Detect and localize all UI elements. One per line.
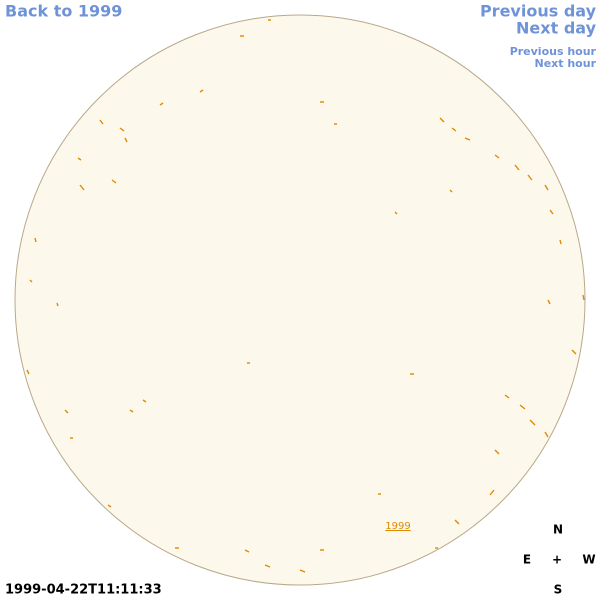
solar-disk (14, 14, 586, 586)
compass-center: + (552, 553, 562, 567)
back-link[interactable]: Back to 1999 (5, 2, 122, 21)
year-link[interactable]: 1999 (385, 521, 410, 532)
timestamp: 1999-04-22T11:11:33 (5, 583, 162, 598)
next-day-link[interactable]: Next day (516, 19, 597, 38)
compass-south: S (554, 583, 563, 597)
compass-east: E (523, 553, 531, 567)
next-hour-link[interactable]: Next hour (535, 57, 597, 70)
previous-hour-link[interactable]: Previous hour (510, 45, 597, 58)
compass-west: W (582, 553, 595, 567)
active-regions (26, 19, 585, 573)
compass-north: N (553, 523, 563, 537)
previous-day-link[interactable]: Previous day (480, 2, 597, 21)
